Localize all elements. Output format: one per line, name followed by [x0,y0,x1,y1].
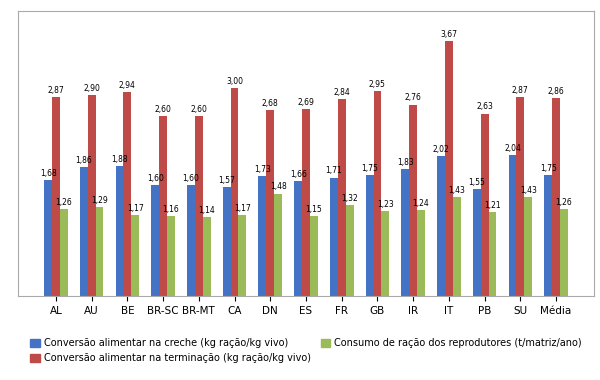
Bar [509,155,517,296]
Text: 1,26: 1,26 [556,198,572,207]
Text: 1,21: 1,21 [484,201,501,210]
Bar [374,91,382,296]
Text: 1,60: 1,60 [182,174,199,183]
Bar [524,197,532,296]
Text: 2,86: 2,86 [548,87,565,95]
Text: 1,71: 1,71 [325,166,342,176]
Text: 1,29: 1,29 [91,196,108,205]
Bar [167,216,175,296]
Bar [88,95,95,296]
Bar [151,185,159,296]
Text: 2,60: 2,60 [190,105,207,114]
Bar [187,185,195,296]
Bar [544,175,552,296]
Bar [560,209,568,296]
Text: 2,84: 2,84 [334,88,350,97]
Bar [409,105,417,296]
Bar [116,166,124,296]
Bar [552,98,560,296]
Text: 1,60: 1,60 [147,174,164,183]
Bar [417,210,425,296]
Text: 2,69: 2,69 [298,98,314,107]
Bar [124,92,131,296]
Text: 1,17: 1,17 [127,204,143,213]
Text: 1,26: 1,26 [55,198,72,207]
Bar [481,114,488,296]
Text: 1,66: 1,66 [290,170,307,179]
Bar [437,156,445,296]
Bar [44,180,52,296]
Bar [230,88,238,296]
Text: 1,57: 1,57 [218,176,235,185]
Bar [274,193,282,296]
Text: 1,14: 1,14 [199,206,215,215]
Bar [95,207,103,296]
Bar [60,209,68,296]
Text: 3,00: 3,00 [226,77,243,86]
Text: 2,87: 2,87 [512,86,529,95]
Text: 2,60: 2,60 [155,105,172,114]
Legend: Conversão alimentar na creche (kg ração/kg vivo), Conversão alimentar na termina: Conversão alimentar na creche (kg ração/… [30,338,582,363]
Text: 3,67: 3,67 [440,30,457,39]
Bar [445,41,453,296]
Text: 2,94: 2,94 [119,81,136,90]
Text: 1,15: 1,15 [305,205,322,214]
Text: 1,23: 1,23 [377,200,394,209]
Bar [346,205,353,296]
Bar [294,181,302,296]
Bar [238,215,247,296]
Bar [453,197,461,296]
Text: 1,16: 1,16 [163,205,179,214]
Text: 1,43: 1,43 [520,186,536,195]
Bar [52,97,60,296]
Bar [330,177,338,296]
Bar [473,188,481,296]
Text: 1,88: 1,88 [111,155,128,164]
Text: 2,90: 2,90 [83,84,100,93]
Bar [302,109,310,296]
Bar [401,169,409,296]
Bar [159,116,167,296]
Text: 1,24: 1,24 [413,199,430,208]
Bar [259,176,266,296]
Text: 2,95: 2,95 [369,80,386,89]
Bar [195,116,203,296]
Bar [223,187,230,296]
Bar [310,217,318,296]
Text: 2,63: 2,63 [476,103,493,111]
Bar [365,175,374,296]
Text: 1,75: 1,75 [361,164,378,173]
Bar [80,167,88,296]
Text: 2,68: 2,68 [262,99,278,108]
Bar [131,215,139,296]
Text: 1,68: 1,68 [40,169,56,177]
Text: 1,55: 1,55 [468,177,485,187]
Text: 1,86: 1,86 [76,156,92,165]
Text: 1,83: 1,83 [397,158,413,167]
Bar [203,217,211,296]
Text: 1,17: 1,17 [234,204,251,213]
Text: 2,76: 2,76 [405,93,422,103]
Text: 2,04: 2,04 [504,144,521,152]
Text: 1,48: 1,48 [270,182,287,192]
Text: 1,75: 1,75 [540,164,557,173]
Text: 1,73: 1,73 [254,165,271,174]
Bar [266,110,274,296]
Bar [338,99,346,296]
Bar [517,97,524,296]
Text: 2,02: 2,02 [433,145,449,154]
Text: 2,87: 2,87 [47,86,64,95]
Text: 1,32: 1,32 [341,193,358,203]
Text: 1,43: 1,43 [448,186,465,195]
Bar [488,212,496,296]
Bar [382,211,389,296]
